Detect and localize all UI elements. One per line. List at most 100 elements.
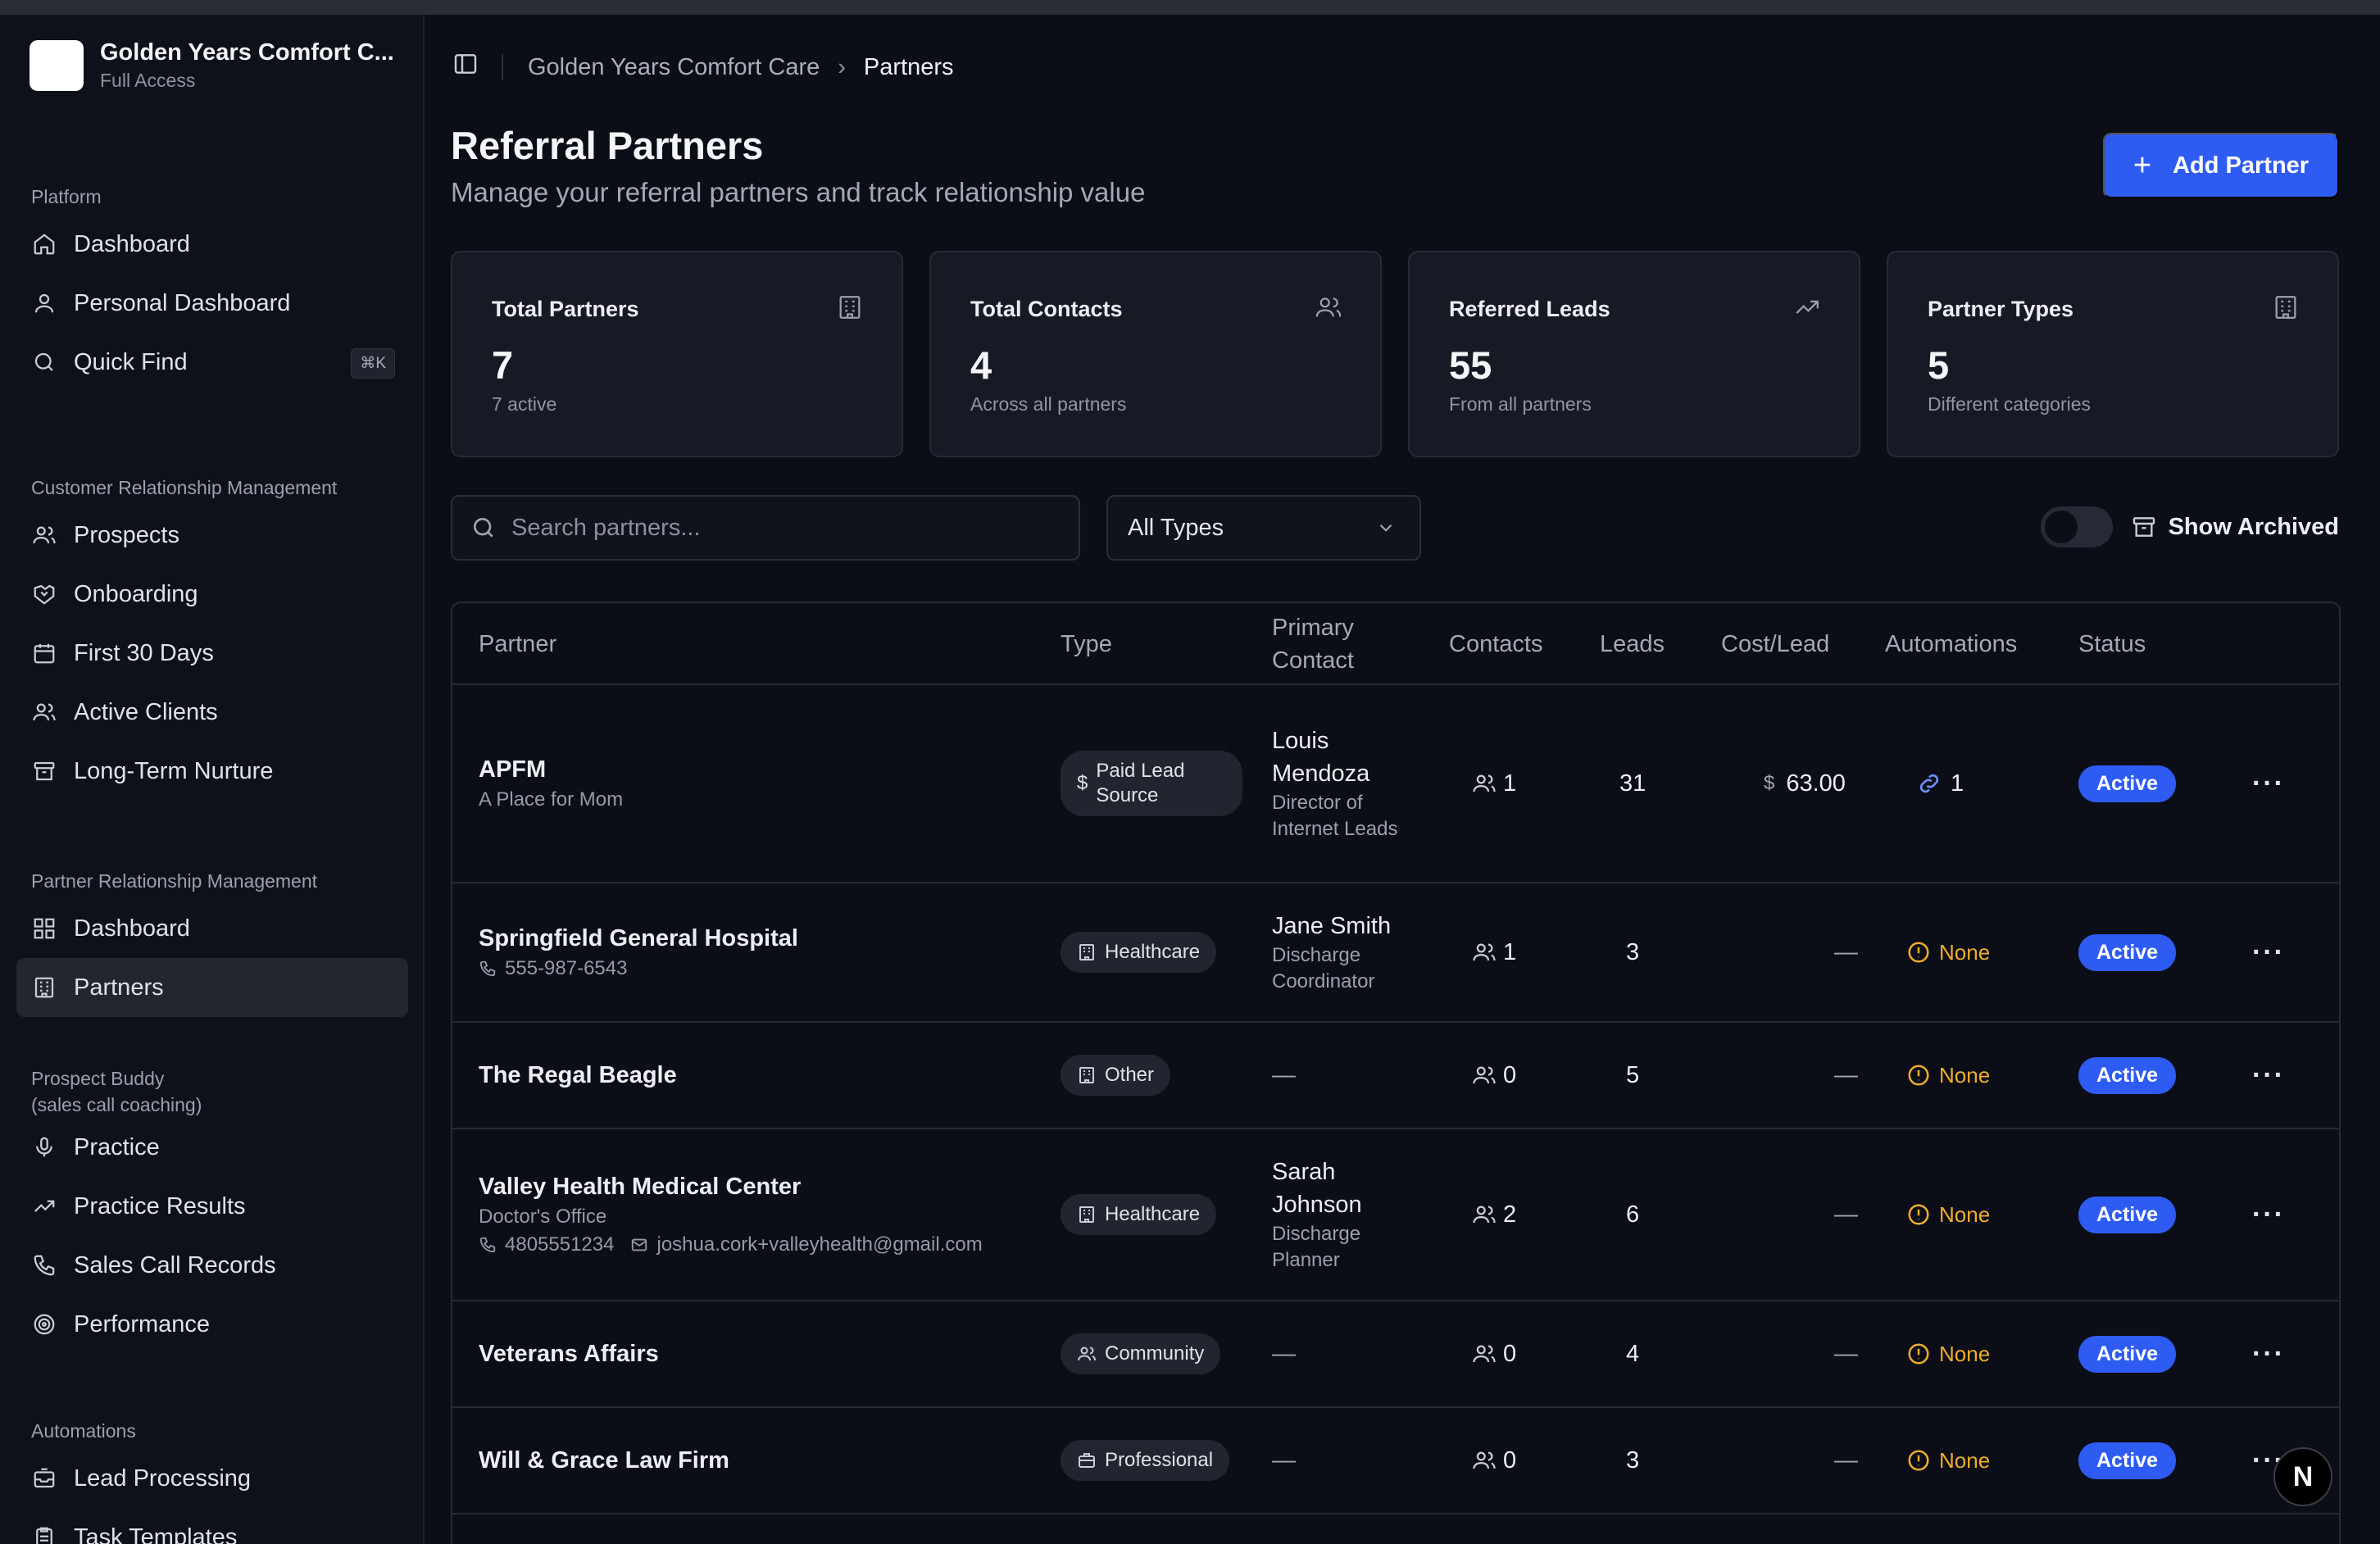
cost-value: — — [1834, 1201, 1858, 1228]
col-primary-contact[interactable]: Primary Contact — [1272, 615, 1354, 674]
col-partner[interactable]: Partner — [479, 631, 557, 657]
sidebar-item-sales-call-records[interactable]: Sales Call Records — [0, 1236, 423, 1295]
dollar-icon: $ — [1077, 772, 1088, 794]
sidebar-item-lead-processing[interactable]: Lead Processing — [0, 1449, 423, 1508]
sidebar-item-quick-find[interactable]: Quick Find ⌘K — [0, 333, 423, 392]
clipboard-icon — [31, 1524, 57, 1544]
sidebar-item-label: Practice — [74, 1133, 160, 1160]
more-options-icon[interactable]: ··· — [2252, 767, 2285, 799]
search-icon — [474, 518, 493, 538]
partner-name[interactable]: Veterans Affairs — [479, 1340, 659, 1367]
users-icon — [1472, 1063, 1497, 1088]
sidebar-item-label: Task Templates — [74, 1524, 238, 1544]
more-options-icon[interactable]: ··· — [2252, 1198, 2285, 1230]
status-cell: Active — [2078, 685, 2177, 882]
type-cell: Community — [1061, 1301, 1221, 1406]
status-cell: Active — [2078, 1301, 2177, 1406]
type-label: Healthcare — [1105, 941, 1201, 963]
org-switcher[interactable]: Golden Years Comfort C... Full Access — [30, 39, 394, 92]
search-icon — [31, 349, 57, 375]
sidebar-item-partners[interactable]: Partners — [16, 958, 408, 1017]
partners-table: Partner Type Primary Contact Contacts Le… — [451, 602, 2341, 1544]
col-type[interactable]: Type — [1061, 631, 1112, 657]
stat-sub: 7 active — [492, 393, 557, 415]
stat-sub: From all partners — [1449, 393, 1592, 415]
sidebar-item-prm-dashboard[interactable]: Dashboard — [0, 899, 423, 958]
stat-title: Referred Leads — [1449, 297, 1610, 321]
col-leads[interactable]: Leads — [1600, 631, 1665, 657]
partner-name[interactable]: Springfield General Hospital — [479, 924, 798, 951]
sidebar-item-practice[interactable]: Practice — [0, 1118, 423, 1177]
type-filter-select[interactable]: All Types — [1106, 495, 1421, 561]
partner-subtitle: Doctor's Office — [479, 1205, 607, 1228]
show-archived-toggle[interactable] — [2040, 506, 2113, 547]
cost-value: — — [1834, 1340, 1858, 1367]
sidebar-item-task-templates[interactable]: Task Templates — [0, 1508, 423, 1544]
breadcrumb-parent[interactable]: Golden Years Comfort Care — [528, 53, 820, 80]
sidebar-item-long-term-nurture[interactable]: Long-Term Nurture — [0, 742, 423, 801]
partner-name[interactable]: Valley Health Medical Center — [479, 1173, 802, 1200]
sidebar-item-prospects[interactable]: Prospects — [0, 506, 423, 565]
status-cell: Active — [2078, 883, 2177, 1021]
window-top-bar — [0, 0, 2380, 15]
section-title-platform: Platform — [31, 186, 102, 207]
sidebar-item-active-clients[interactable]: Active Clients — [0, 683, 423, 742]
sidebar-item-dashboard[interactable]: Dashboard — [0, 215, 423, 274]
building-icon — [839, 296, 861, 319]
partner-phone[interactable]: 4805551234 — [505, 1233, 615, 1256]
partner-name[interactable]: The Regal Beagle — [479, 1061, 677, 1088]
table-row[interactable]: Will & Grace Law Firm Professional — 0 3… — [452, 1408, 2339, 1514]
col-status[interactable]: Status — [2078, 631, 2146, 657]
table-row[interactable]: Valley Health Medical Center Doctor's Of… — [452, 1129, 2339, 1301]
stat-title: Total Partners — [492, 297, 639, 321]
more-options-icon[interactable]: ··· — [2252, 936, 2285, 968]
add-partner-button[interactable]: + Add Partner — [2103, 133, 2339, 198]
mail-icon — [630, 1236, 648, 1254]
sidebar-item-first-30-days[interactable]: First 30 Days — [0, 624, 423, 683]
partner-name[interactable]: APFM — [479, 756, 547, 783]
col-cost-per-lead[interactable]: Cost/Lead — [1721, 631, 1830, 657]
status-badge: Active — [2078, 1335, 2177, 1373]
col-automations[interactable]: Automations — [1885, 631, 2018, 657]
automations-none: None — [1939, 1201, 1991, 1227]
table-row[interactable]: The Regal Beagle Other — 0 5 — None Ac — [452, 1023, 2339, 1129]
table-row[interactable]: Veterans Affairs Community — 0 4 — None — [452, 1301, 2339, 1408]
stat-sub: Across all partners — [970, 393, 1127, 415]
phone-icon — [31, 1252, 57, 1278]
floating-assistant-button[interactable]: N — [2273, 1447, 2332, 1506]
more-options-icon[interactable]: ··· — [2252, 1337, 2285, 1369]
leads-cell: 31 — [1619, 685, 1646, 882]
search-input[interactable] — [511, 514, 1069, 542]
partner-name[interactable]: Will & Grace Law Firm — [479, 1446, 729, 1474]
sidebar-toggle-icon[interactable] — [452, 51, 479, 84]
target-icon — [31, 1311, 57, 1337]
row-menu-cell: ··· — [2252, 1301, 2285, 1406]
table-row[interactable]: Springfield General Hospital 555-987-654… — [452, 883, 2339, 1023]
partner-cell: Springfield General Hospital 555-987-654… — [479, 883, 798, 1021]
cost-value: — — [1834, 1446, 1858, 1474]
contacts-count: 0 — [1503, 1340, 1517, 1367]
contacts-cell: 1 — [1472, 883, 1516, 1021]
more-options-icon[interactable]: ··· — [2252, 1059, 2285, 1091]
partner-phone[interactable]: 555-987-6543 — [505, 956, 628, 979]
cost-cell: — — [1834, 1023, 1858, 1128]
leads-cell: 5 — [1626, 1023, 1639, 1128]
section-title-crm: Customer Relationship Management — [31, 477, 338, 498]
contacts-cell: 0 — [1472, 1023, 1516, 1128]
partner-email[interactable]: joshua.cork+valleyhealth@gmail.com — [656, 1233, 983, 1256]
org-logo — [30, 40, 84, 91]
leads-count: 5 — [1626, 1061, 1640, 1088]
contacts-count: 1 — [1503, 938, 1517, 965]
sidebar-item-practice-results[interactable]: Practice Results — [0, 1177, 423, 1236]
sidebar-item-performance[interactable]: Performance — [0, 1295, 423, 1354]
automations-count: 1 — [1951, 770, 1964, 797]
sidebar-item-onboarding[interactable]: Onboarding — [0, 565, 423, 624]
table-row[interactable]: APFM A Place for Mom $ Paid Lead Source … — [452, 685, 2339, 883]
row-menu-cell: ··· — [2252, 1129, 2285, 1300]
sidebar-item-personal-dashboard[interactable]: Personal Dashboard — [0, 274, 423, 333]
col-contacts[interactable]: Contacts — [1449, 631, 1543, 657]
building-icon — [2275, 296, 2296, 319]
status-badge: Active — [2078, 933, 2177, 971]
partner-cell: Will & Grace Law Firm — [479, 1408, 729, 1513]
row-menu-cell: ··· — [2252, 883, 2285, 1021]
